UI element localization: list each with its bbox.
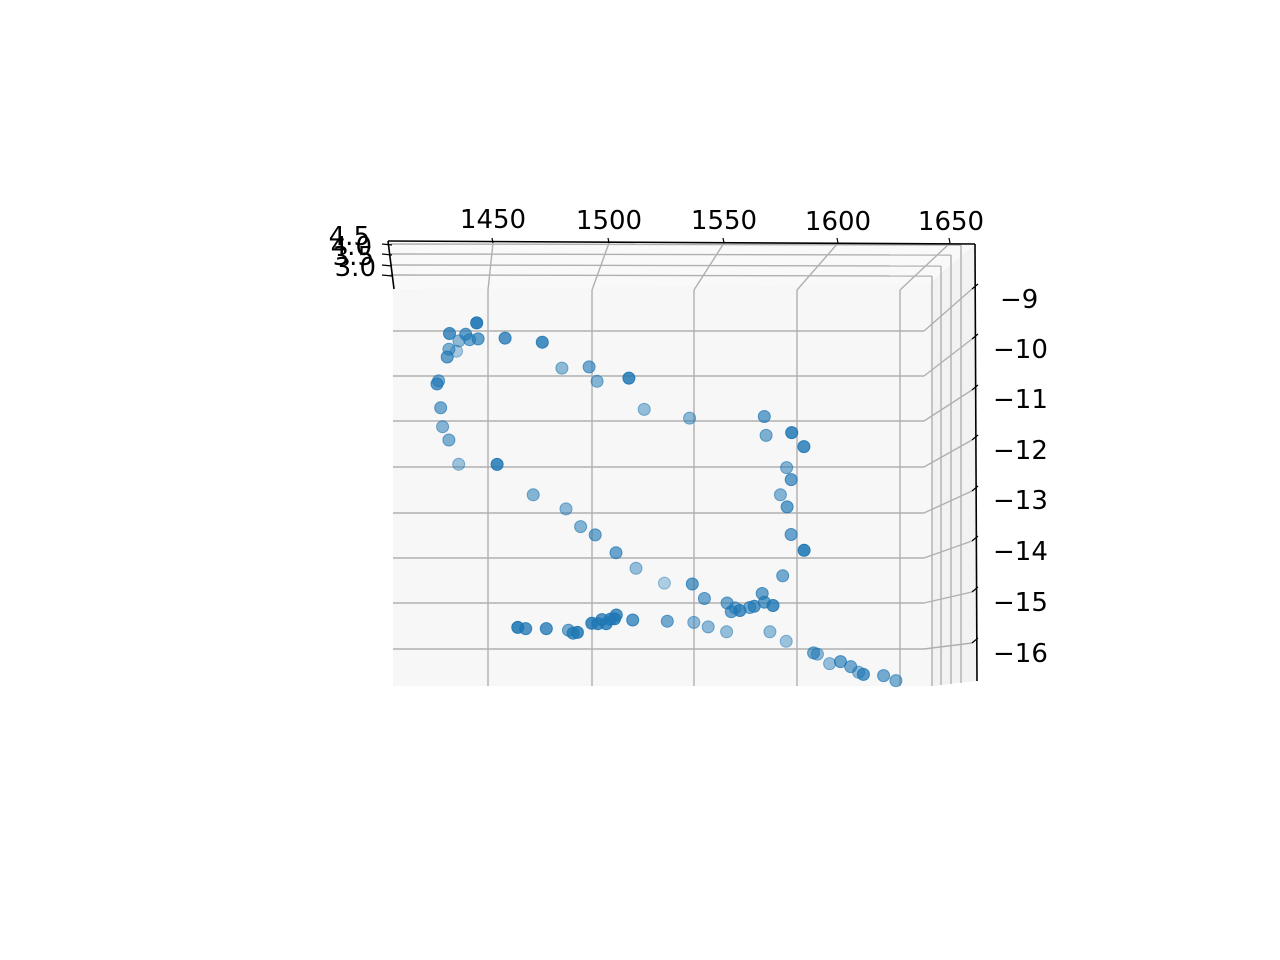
y-tick-label-minus9: −9 — [1000, 285, 1038, 315]
data-point-24 — [786, 427, 798, 439]
data-point-22 — [758, 411, 770, 423]
x-tick-label-1450: 1450 — [460, 205, 526, 235]
data-point-79 — [857, 668, 869, 680]
data-point-75 — [824, 658, 836, 670]
data-point-54 — [627, 614, 639, 626]
data-point-30 — [527, 489, 539, 501]
data-point-74 — [811, 648, 823, 660]
data-point-25 — [798, 441, 810, 453]
data-point-29 — [785, 474, 797, 486]
y-tick-label-minus10: −10 — [993, 335, 1048, 365]
data-point-37 — [798, 544, 810, 556]
data-point-38 — [610, 547, 622, 559]
data-point-56 — [688, 616, 700, 628]
data-point-7 — [536, 336, 548, 348]
data-point-41 — [686, 578, 698, 590]
data-point-14 — [431, 378, 443, 390]
y-tick-label-minus11: −11 — [993, 385, 1048, 415]
y-tick-label-minus13: −13 — [993, 486, 1048, 516]
data-point-62 — [609, 613, 621, 625]
y-tick-label-minus15: −15 — [993, 588, 1048, 618]
data-point-33 — [781, 501, 793, 513]
x-tick-1600 — [837, 238, 838, 243]
data-point-16 — [623, 372, 635, 384]
data-point-0 — [471, 317, 483, 329]
data-point-42 — [777, 570, 789, 582]
data-point-39 — [630, 562, 642, 574]
data-point-43 — [698, 593, 710, 605]
z-grid-top-3.5 — [390, 265, 941, 266]
data-point-81 — [890, 675, 902, 687]
data-point-40 — [658, 577, 670, 589]
data-point-35 — [589, 529, 601, 541]
data-point-28 — [781, 462, 793, 474]
data-point-72 — [780, 635, 792, 647]
data-point-34 — [575, 521, 587, 533]
data-point-21 — [443, 434, 455, 446]
data-point-5 — [472, 333, 484, 345]
data-point-12 — [583, 361, 595, 373]
data-point-26 — [453, 458, 465, 470]
data-point-18 — [435, 402, 447, 414]
data-point-70 — [520, 623, 532, 635]
data-point-36 — [785, 529, 797, 541]
x-tick-label-1550: 1550 — [691, 206, 757, 236]
data-point-23 — [760, 429, 772, 441]
data-point-27 — [491, 458, 503, 470]
data-point-58 — [721, 626, 733, 638]
data-point-57 — [702, 621, 714, 633]
data-point-68 — [571, 626, 583, 638]
x-tick-1650 — [949, 238, 950, 243]
y-tick-label-minus16: −16 — [993, 639, 1048, 669]
z-tick-label-3.0: 3.0 — [335, 253, 376, 283]
data-point-52 — [748, 600, 760, 612]
z-grid-top-3.0 — [390, 275, 932, 276]
axis-panes — [388, 241, 977, 686]
data-point-32 — [560, 503, 572, 515]
x-tick-label-1600: 1600 — [805, 207, 871, 237]
data-point-15 — [591, 375, 603, 387]
x-tick-label-1650: 1650 — [918, 207, 984, 237]
data-point-10 — [441, 351, 453, 363]
data-point-31 — [774, 489, 786, 501]
data-point-19 — [684, 412, 696, 424]
data-point-51 — [734, 605, 746, 617]
data-point-64 — [592, 618, 604, 630]
data-point-17 — [638, 403, 650, 415]
data-point-66 — [540, 623, 552, 635]
data-point-11 — [556, 362, 568, 374]
data-point-55 — [661, 615, 673, 627]
side-pane — [930, 244, 977, 686]
x-tick-label-1500: 1500 — [576, 206, 642, 236]
y-tick-label-minus12: −12 — [993, 436, 1048, 466]
data-point-20 — [437, 421, 449, 433]
data-point-71 — [764, 626, 776, 638]
data-point-6 — [499, 332, 511, 344]
y-tick-label-minus14: −14 — [993, 537, 1048, 567]
data-point-80 — [878, 670, 890, 682]
data-point-49 — [767, 600, 779, 612]
